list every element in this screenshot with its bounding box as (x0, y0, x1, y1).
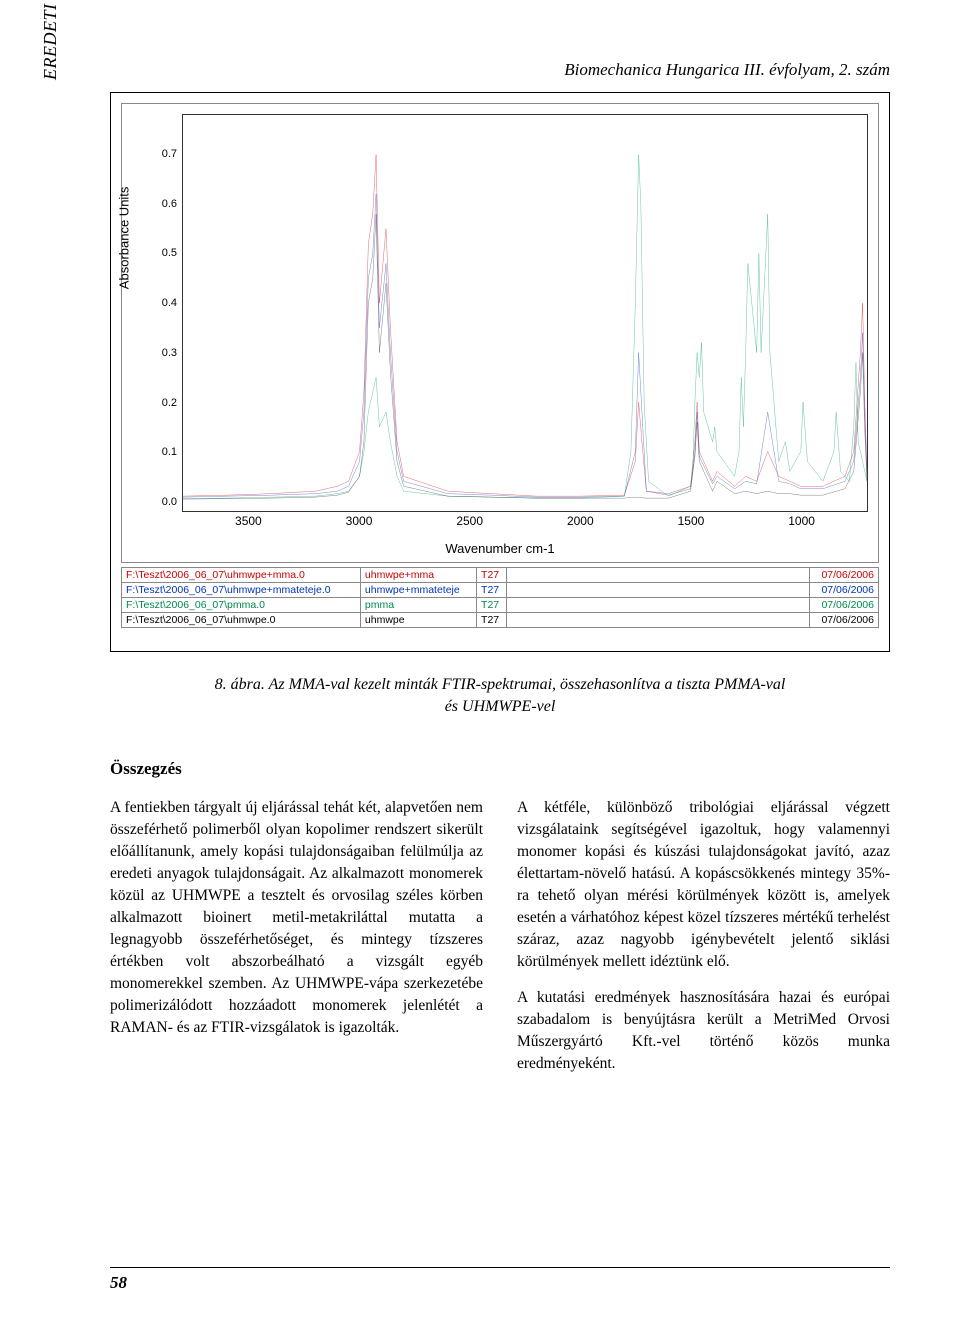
y-axis-label: Absorbance Units (117, 187, 132, 290)
caption-line-1: 8. ábra. Az MMA-val kezelt minták FTIR-s… (215, 676, 786, 693)
series-uhmwpe+mmateteje (183, 194, 867, 497)
legend-cell-path: F:\Teszt\2006_06_07\uhmwpe+mmateteje.0 (122, 583, 361, 598)
page-number: 58 (110, 1273, 127, 1293)
legend-cell-col: T27 (477, 583, 507, 598)
legend-cell-date: 07/06/2006 (810, 583, 879, 598)
y-axis-ticks: 0.0 0.1 0.2 0.3 0.4 0.5 0.6 0.7 (157, 114, 179, 512)
legend-row: F:\Teszt\2006_06_07\uhmwpe+mmateteje.0uh… (122, 583, 879, 598)
legend-cell-spacer (507, 613, 810, 628)
legend-cell-name: pmma (360, 598, 476, 613)
legend-cell-path: F:\Teszt\2006_06_07\pmma.0 (122, 598, 361, 613)
legend-cell-name: uhmwpe+mma (360, 568, 476, 583)
series-uhmwpe (183, 214, 867, 499)
legend-cell-spacer (507, 598, 810, 613)
x-tick: 3000 (346, 514, 373, 528)
footer-rule (110, 1267, 890, 1268)
column-left: A fentiekben tárgyalt új eljárással tehá… (110, 797, 483, 1075)
body-columns: A fentiekben tárgyalt új eljárással tehá… (110, 797, 890, 1075)
figure-caption: 8. ábra. Az MMA-val kezelt minták FTIR-s… (110, 674, 890, 717)
y-tick: 0.3 (162, 347, 177, 359)
page: EREDETI KÖZLEMÉNYEK Biomechanica Hungari… (0, 0, 960, 1323)
legend-cell-date: 07/06/2006 (810, 598, 879, 613)
legend-table: F:\Teszt\2006_06_07\uhmwpe+mma.0uhmwpe+m… (121, 567, 879, 628)
y-tick: 0.7 (162, 148, 177, 160)
legend-cell-spacer (507, 568, 810, 583)
x-axis-label: Wavenumber cm-1 (445, 541, 554, 556)
column-right: A kétféle, különböző tribológiai eljárás… (517, 797, 890, 1075)
legend-cell-col: T27 (477, 568, 507, 583)
y-tick: 0.1 (162, 446, 177, 458)
y-tick: 0.6 (162, 198, 177, 210)
plot-region (182, 114, 868, 512)
y-tick: 0.5 (162, 247, 177, 259)
y-tick: 0.4 (162, 297, 177, 309)
summary-paragraph-1: A fentiekben tárgyalt új eljárással tehá… (110, 797, 483, 1039)
section-title: Összegzés (110, 759, 890, 779)
spectrum-chart: Absorbance Units 0.00.10.20.30.40.50.60.… (121, 103, 879, 563)
legend-cell-col: T27 (477, 598, 507, 613)
x-tick: 1000 (788, 514, 815, 528)
figure-container: Absorbance Units 0.00.10.20.30.40.50.60.… (110, 92, 890, 652)
legend-cell-date: 07/06/2006 (810, 613, 879, 628)
legend-cell-name: uhmwpe+mmateteje (360, 583, 476, 598)
legend-cell-path: F:\Teszt\2006_06_07\uhmwpe+mma.0 (122, 568, 361, 583)
summary-paragraph-3: A kutatási eredmények hasznosítására haz… (517, 987, 890, 1075)
journal-header: Biomechanica Hungarica III. évfolyam, 2.… (110, 60, 890, 80)
x-tick: 1500 (678, 514, 705, 528)
legend-cell-spacer (507, 583, 810, 598)
legend-cell-name: uhmwpe (360, 613, 476, 628)
y-tick: 0.2 (162, 397, 177, 409)
summary-paragraph-2: A kétféle, különböző tribológiai eljárás… (517, 797, 890, 973)
legend-row: F:\Teszt\2006_06_07\pmma.0pmmaT27 07/06/2… (122, 598, 879, 613)
legend-cell-path: F:\Teszt\2006_06_07\uhmwpe.0 (122, 613, 361, 628)
series-pmma (183, 155, 867, 499)
y-tick: 0.0 (162, 496, 177, 508)
legend-row: F:\Teszt\2006_06_07\uhmwpe+mma.0uhmwpe+m… (122, 568, 879, 583)
x-tick: 2500 (456, 514, 483, 528)
section-label: EREDETI KÖZLEMÉNYEK (40, 0, 61, 80)
x-tick: 2000 (567, 514, 594, 528)
legend-cell-date: 07/06/2006 (810, 568, 879, 583)
x-axis-ticks: 3500 3000 2500 2000 1500 1000 (182, 514, 868, 532)
caption-line-2: és UHMWPE-vel (445, 698, 556, 715)
legend-cell-col: T27 (477, 613, 507, 628)
series-uhmwpe+mma (183, 155, 867, 497)
legend-row: F:\Teszt\2006_06_07\uhmwpe.0uhmwpeT27 07/… (122, 613, 879, 628)
x-tick: 3500 (235, 514, 262, 528)
